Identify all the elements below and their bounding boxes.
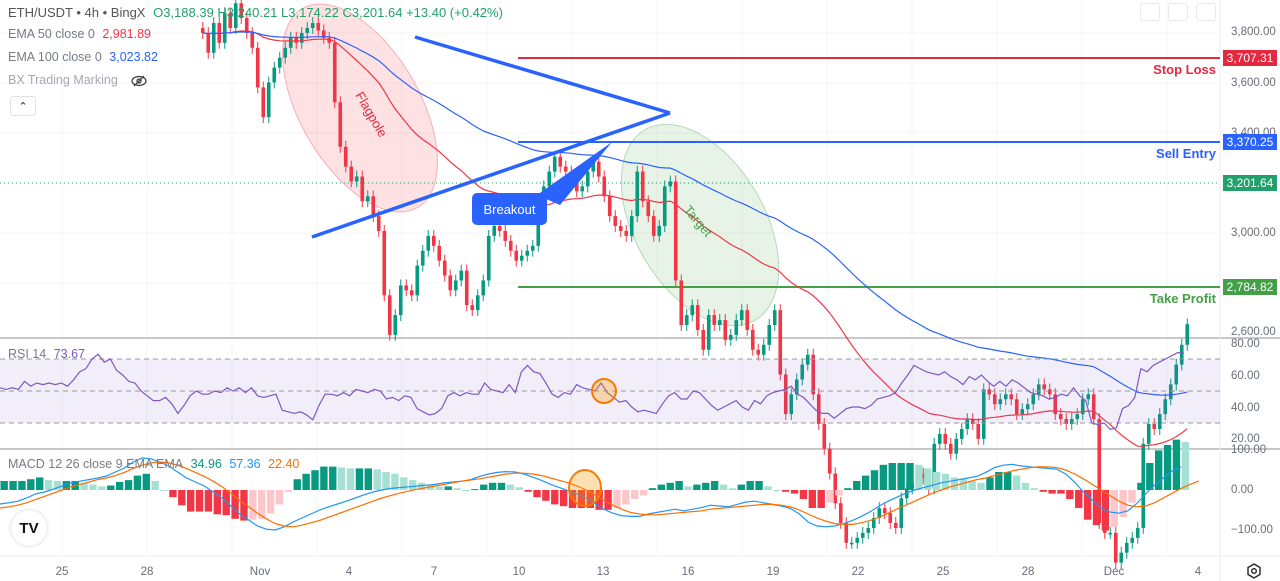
breakout-callout[interactable]: Breakout [472, 193, 547, 225]
rsi-axis-label: 20.00 [1231, 433, 1260, 445]
sell-entry-price-tag: 3,370.25 [1223, 134, 1277, 150]
time-axis-label: Nov [249, 566, 271, 578]
symbol-title: ETH/USDT • 4h • BingX [8, 5, 146, 20]
time-axis-label: 28 [140, 566, 154, 578]
rsi-axis-label: 40.00 [1231, 402, 1260, 414]
take-profit-price-tag: 2,784.82 [1223, 279, 1277, 295]
rsi-axis-label: 80.00 [1231, 338, 1260, 350]
ema50-value: 2,981.89 [102, 27, 152, 41]
macd-axis-label: 0.00 [1231, 484, 1254, 496]
price-axis-label: 3,600.00 [1231, 77, 1276, 89]
time-axis-label: 13 [596, 566, 610, 578]
fullscreen-icon[interactable] [1168, 3, 1188, 21]
screenshot-icon[interactable] [1196, 3, 1216, 21]
symbol-legend[interactable]: ETH/USDT • 4h • BingX O3,188.39 H3,240.2… [8, 5, 507, 20]
ema100-value: 3,023.82 [109, 50, 158, 64]
ema50-label: EMA 50 close 0 [8, 27, 95, 41]
macd-label: MACD 12 26 close 9 EMA EMA [8, 457, 184, 471]
time-axis-label: 22 [851, 566, 865, 578]
stop-loss-price-tag: 3,707.31 [1223, 50, 1277, 66]
macd-legend[interactable]: MACD 12 26 close 9 EMA EMA 34.96 57.36 2… [8, 457, 303, 471]
plus-icon[interactable] [1140, 3, 1160, 21]
time-axis-label: Dec [1103, 566, 1125, 578]
ema50-legend[interactable]: EMA 50 close 0 2,981.89 [8, 27, 155, 41]
time-axis-label: 7 [430, 566, 438, 578]
time-axis-label: 4 [1194, 566, 1202, 578]
rsi-legend[interactable]: RSI 14 73.67 [8, 347, 89, 361]
eye-hidden-icon[interactable] [131, 75, 147, 87]
take-profit-label: Take Profit [1149, 291, 1216, 306]
time-axis-label: 25 [936, 566, 950, 578]
ema100-label: EMA 100 close 0 [8, 50, 102, 64]
macd-signal-value: 22.40 [268, 457, 300, 471]
rsi-value: 73.67 [53, 347, 85, 361]
sell-entry-label: Sell Entry [1156, 146, 1216, 161]
ohlc-values: O3,188.39 H3,240.21 L3,174.22 C3,201.64 … [153, 5, 503, 20]
rsi-label: RSI 14 [8, 347, 47, 361]
macd-axis-label: −100.00 [1231, 524, 1273, 536]
macd-hist-value: 34.96 [190, 457, 222, 471]
time-axis-label: 19 [766, 566, 780, 578]
collapse-legend-button[interactable]: ⌃ [10, 96, 36, 116]
chart-top-toolbar [1140, 3, 1216, 21]
ema100-legend[interactable]: EMA 100 close 0 3,023.82 [8, 50, 162, 64]
time-axis-label: 16 [681, 566, 695, 578]
time-axis-label: 4 [345, 566, 353, 578]
chevron-up-icon: ⌃ [18, 100, 28, 113]
price-axis-label: 3,800.00 [1231, 26, 1276, 38]
bx-trading-legend[interactable]: BX Trading Marking [8, 73, 147, 87]
time-axis-label: 10 [512, 566, 526, 578]
macd-axis-label: 100.00 [1231, 444, 1267, 456]
settings-gear-icon[interactable] [1246, 563, 1262, 579]
macd-line-value: 57.36 [229, 457, 261, 471]
time-axis-label: 25 [55, 566, 69, 578]
price-axis-label: 2,600.00 [1231, 326, 1276, 338]
price-axis-label: 3,000.00 [1231, 227, 1276, 239]
tradingview-logo[interactable]: TV [11, 510, 47, 546]
current-price-tag: 3,201.64 [1223, 175, 1277, 191]
stop-loss-label: Stop Loss [1153, 62, 1216, 77]
rsi-axis-label: 60.00 [1231, 370, 1260, 382]
time-axis-label: 28 [1021, 566, 1035, 578]
bx-label: BX Trading Marking [8, 73, 118, 87]
